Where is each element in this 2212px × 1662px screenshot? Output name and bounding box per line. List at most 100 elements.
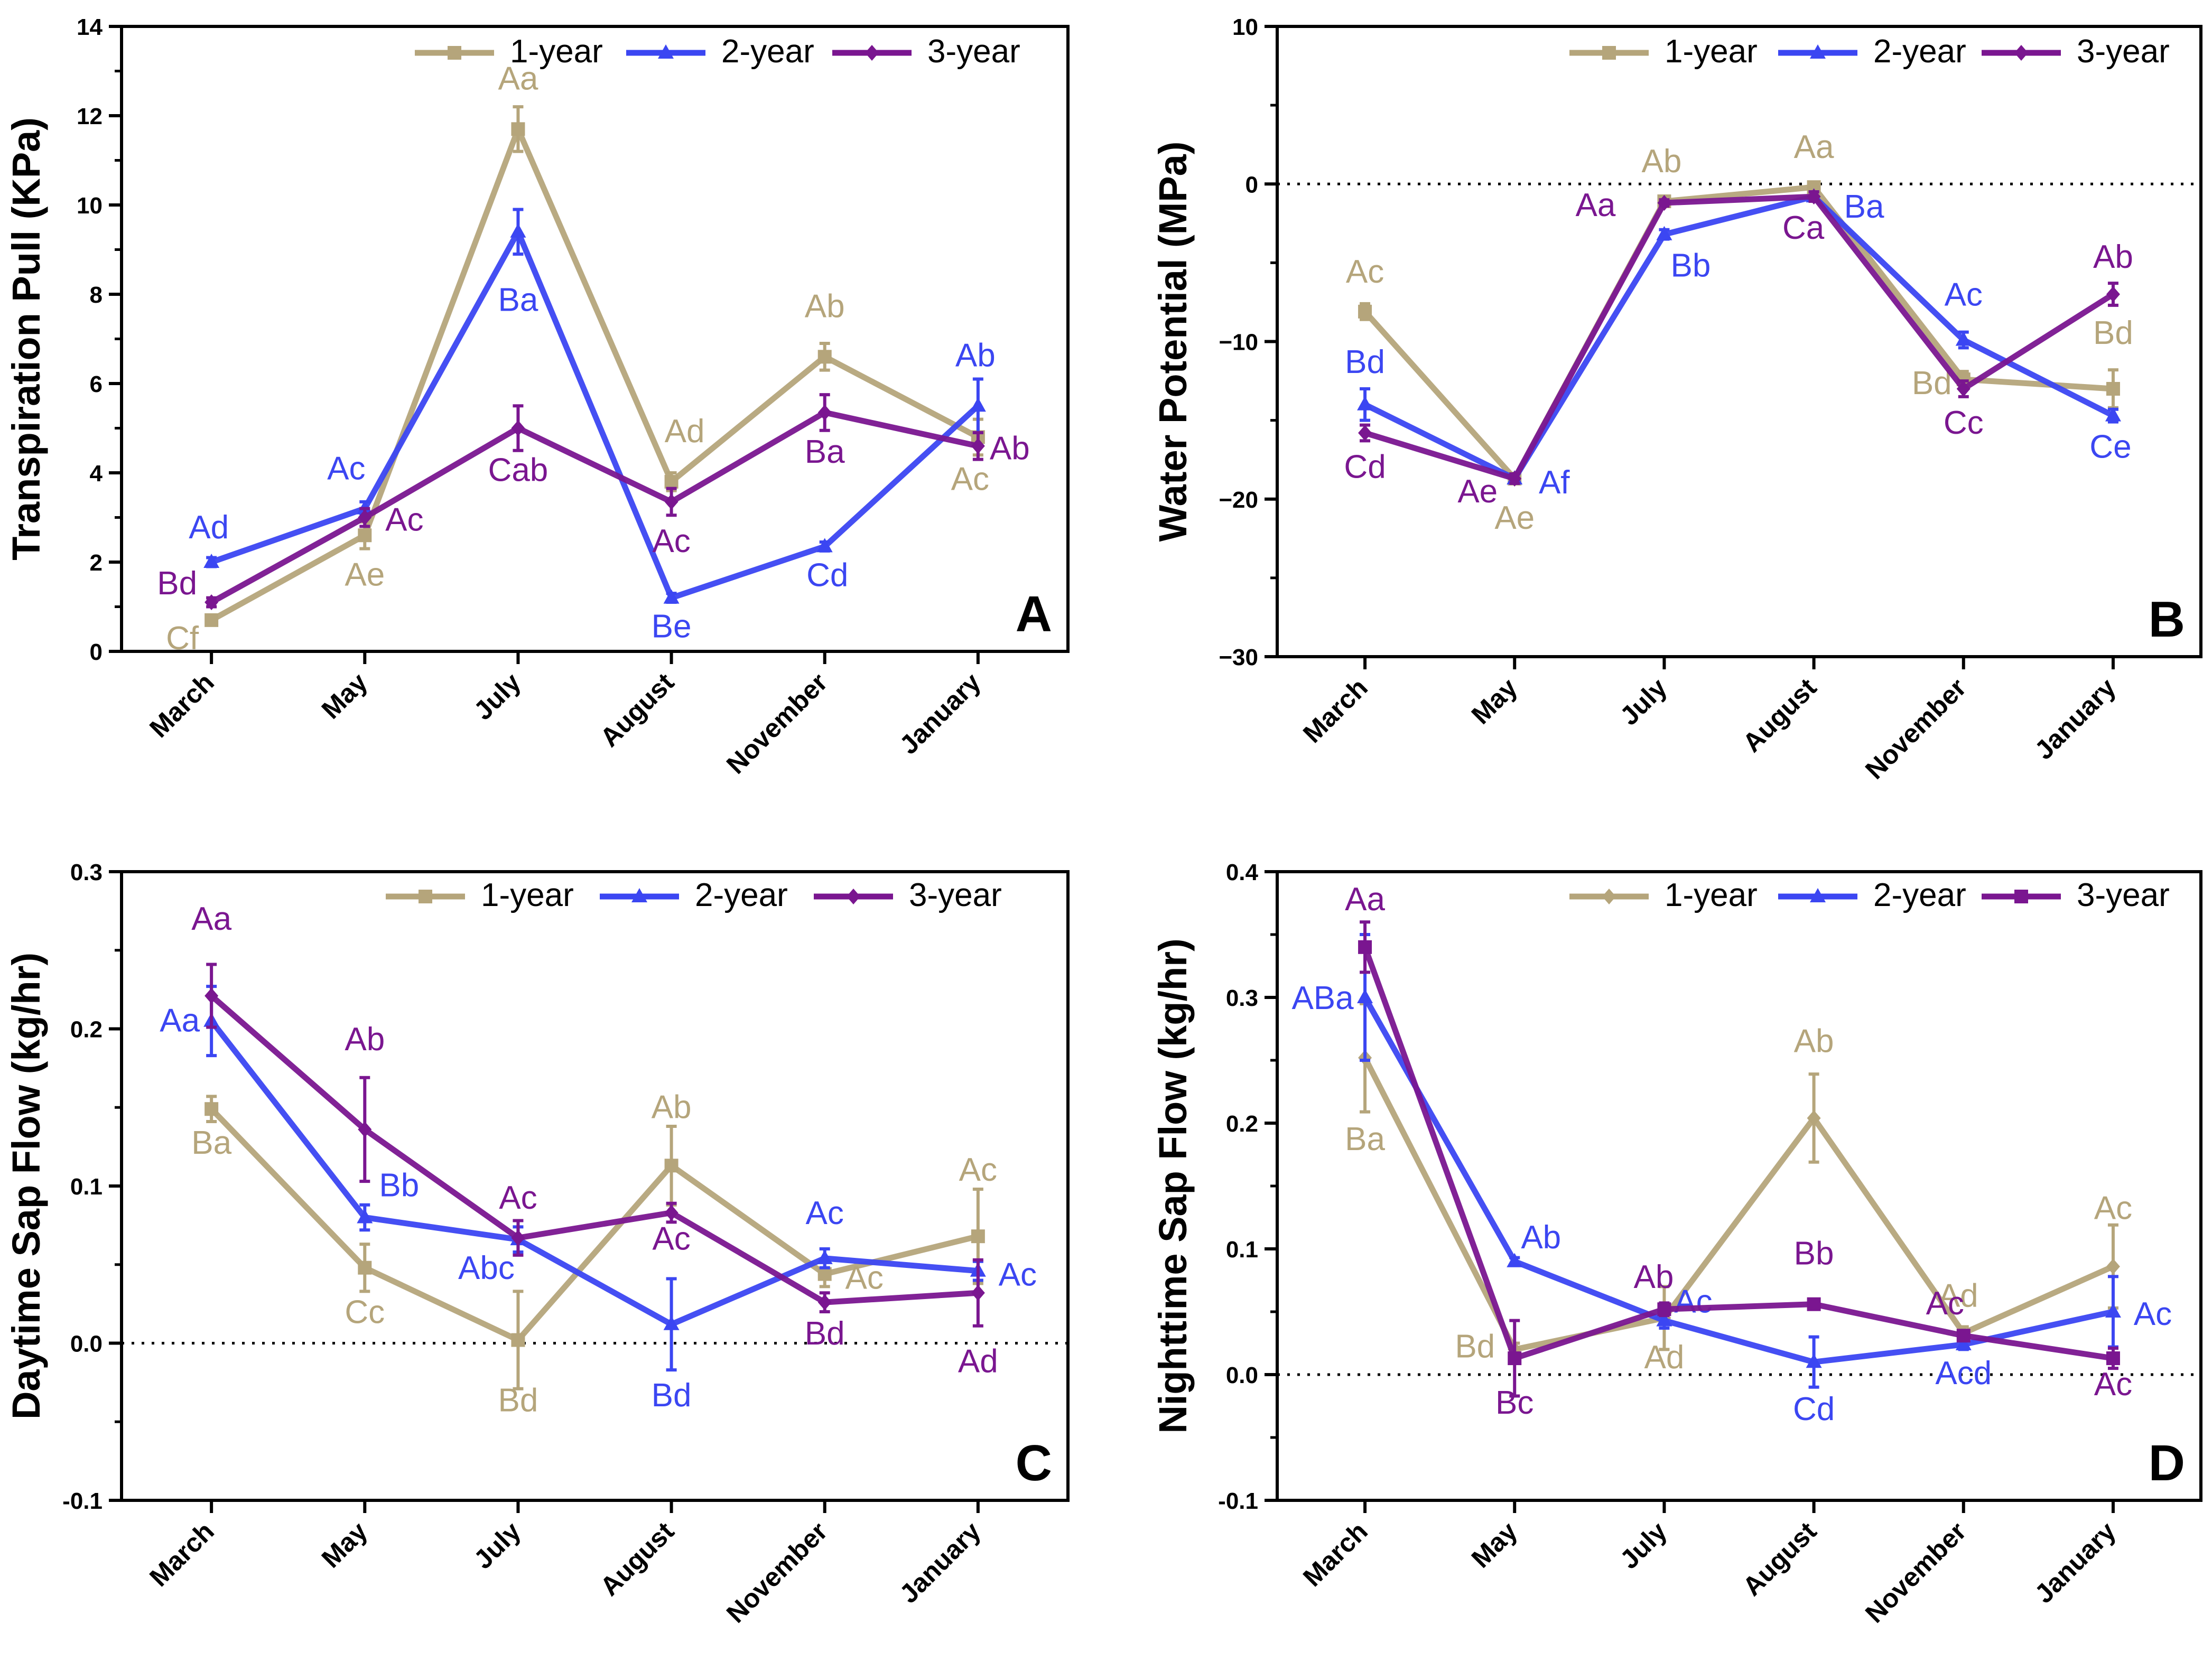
panel-b-point-label-1-year: Aa	[1794, 129, 1834, 165]
panel-c-point-label-3-year: Ac	[499, 1180, 537, 1216]
panel-c-data-point-1-year	[664, 1159, 679, 1173]
panel-d-x-tick-label: July	[1614, 1516, 1672, 1574]
panel-c-point-label-1-year: Ac	[845, 1260, 884, 1296]
panel-b-y-tick-label: −10	[1219, 330, 1258, 356]
panel-d-y-tick-label: 0.2	[1226, 1111, 1258, 1137]
panel-b-x-tick-label: November	[1860, 673, 1972, 785]
panel-c-point-label-2-year: Ac	[806, 1195, 844, 1231]
panel-d-point-label-1-year: Ac	[2094, 1190, 2132, 1226]
panel-d-letter: D	[2149, 1435, 2185, 1491]
panel-d-data-point-1-year	[2106, 1258, 2120, 1275]
panel-d-point-label-1-year: Bd	[1455, 1328, 1495, 1365]
panel-a-point-label-3-year: Ba	[805, 434, 845, 470]
panel-a-data-point-1-year	[664, 474, 679, 489]
panel-a-legend-label-3-year: 3-year	[927, 33, 1020, 70]
panel-c-legend-marker-3-year	[847, 889, 860, 904]
panel-d-data-point-3-year	[1358, 940, 1372, 954]
panel-b-x-tick-label: May	[1466, 673, 1523, 730]
panel-a-point-label-1-year: Ac	[951, 461, 989, 497]
panel-b-data-point-3-year	[1657, 195, 1671, 211]
panel-c-daytime-sap-flow-chart: -0.1 0.0 0.1 0.2 0.3 Daytime Sap Flow (kg/hr)…	[4, 860, 1070, 1629]
panel-d-data-point-2-year	[1955, 1336, 1972, 1350]
panel-a-point-label-2-year: Cd	[806, 557, 848, 593]
panel-d-point-label-2-year: Ac	[2134, 1296, 2172, 1332]
panel-d-point-label-1-year: Ad	[1938, 1277, 1978, 1314]
panel-b-series-line-1-year	[1362, 184, 2114, 482]
panel-a-point-label-1-year: Ad	[665, 413, 705, 450]
panel-d-plot-frame	[1276, 870, 2202, 1502]
panel-c-point-label-1-year: Cc	[345, 1294, 385, 1331]
panel-c-x-tick-label: January	[894, 1516, 986, 1609]
panel-a-series-line-1-year	[210, 126, 980, 623]
panel-c-legend-marker-1-year	[419, 890, 432, 903]
panel-c-point-label-3-year: Ab	[345, 1021, 385, 1058]
panel-b-point-label-1-year: Ac	[1346, 254, 1384, 290]
panel-a-y-tick-label: 12	[77, 104, 103, 129]
panel-b-point-label-3-year: Cd	[1344, 449, 1386, 485]
panel-b-y-tick-label: 0	[1246, 172, 1258, 198]
panel-d-y-tick-label: 0.1	[1226, 1237, 1258, 1263]
panel-d-point-label-2-year: Ab	[1521, 1219, 1561, 1256]
panel-b-y-tick-label: −30	[1219, 645, 1258, 670]
panel-c-x-tick-label: March	[144, 1516, 220, 1592]
panel-a-legend-label-1-year: 1-year	[510, 33, 603, 70]
panel-b-y-tick-label: −20	[1219, 487, 1258, 513]
panel-c-legend-label-3-year: 3-year	[909, 877, 1002, 913]
panel-c-x-tick-label: July	[468, 1516, 526, 1574]
panel-c-y-tick-label: 0.3	[70, 860, 103, 885]
panel-d-point-label-2-year: Cd	[1793, 1391, 1835, 1427]
panel-c-data-point-1-year	[971, 1229, 985, 1244]
panel-b-point-label-2-year: Ba	[1844, 189, 1884, 225]
panel-b-point-label-3-year: Ca	[1782, 210, 1825, 246]
panel-d-series-line-3-year	[1362, 946, 2114, 1361]
panel-a-x-tick-label: March	[144, 667, 220, 743]
panel-c-legend-label-2-year: 2-year	[695, 877, 788, 913]
panel-d-x-tick-label: January	[2029, 1516, 2122, 1609]
panel-c-data-point-2-year	[357, 1209, 373, 1224]
panel-d-y-tick-label: 0.0	[1226, 1362, 1258, 1388]
panel-c-legend-marker-2-year	[631, 888, 647, 902]
panel-a-data-point-2-year	[970, 397, 986, 412]
panel-d-x-tick-label: March	[1297, 1516, 1373, 1592]
panel-c-y-tick-label: 0.2	[70, 1017, 103, 1043]
panel-b-point-label-1-year: Bd	[1912, 365, 1952, 402]
panel-b-data-point-3-year	[2106, 286, 2120, 303]
panel-a-y-tick-label: 2	[90, 550, 103, 576]
panel-a-point-label-2-year: Ac	[327, 451, 365, 487]
panel-a-letter: A	[1016, 586, 1052, 642]
panel-a-data-point-3-year	[205, 594, 219, 611]
panel-a-point-label-1-year: Ae	[345, 556, 385, 593]
panel-a-point-label-3-year: Ac	[652, 523, 690, 559]
panel-a-data-point-2-year	[816, 538, 833, 553]
panel-d-x-tick-label: November	[1860, 1516, 1972, 1629]
panel-b-point-label-3-year: Ab	[2093, 239, 2133, 275]
panel-a-data-point-1-year	[205, 613, 219, 627]
panel-b-y-tick-label: 10	[1232, 14, 1258, 40]
panel-a-legend-label-2-year: 2-year	[721, 33, 814, 70]
panel-c-x-tick-label: August	[594, 1516, 680, 1602]
panel-d-point-label-2-year: Acd	[1935, 1355, 1992, 1392]
panel-d-series-line-1-year	[1362, 1056, 2115, 1352]
panel-b-point-label-2-year: Ce	[2089, 429, 2131, 465]
panel-a-y-tick-label: 10	[77, 193, 103, 219]
panel-c-legend-label-1-year: 1-year	[481, 877, 574, 913]
panel-a-data-point-3-year	[511, 420, 525, 436]
panel-d-y-tick-label: -0.1	[1218, 1488, 1258, 1514]
panel-c-x-tick-label: November	[721, 1516, 833, 1629]
panel-b-data-point-1-year	[1358, 304, 1372, 319]
panel-a-data-point-2-year	[203, 554, 220, 568]
panel-a-y-tick-label: 4	[90, 461, 103, 487]
panel-d-y-tick-label: 0.3	[1226, 985, 1258, 1011]
panel-a-y-tick-label: 6	[90, 371, 103, 397]
panel-c-point-label-3-year: Aa	[191, 901, 231, 937]
panel-c-y-axis-title: Daytime Sap Flow (kg/hr)	[4, 953, 48, 1420]
panel-d-legend-marker-1-year	[1602, 889, 1616, 904]
panel-a-data-point-3-year	[664, 493, 679, 510]
panel-b-data-point-3-year	[1956, 380, 1971, 397]
panel-a-point-label-1-year: Ab	[805, 288, 845, 324]
panel-c-data-point-3-year	[971, 1285, 985, 1301]
panel-b-water-potential-chart: −30 −20 −10 0 10 Water Potential (MPa) March Ma…	[1151, 14, 2202, 785]
panel-d-legend-marker-2-year	[1810, 888, 1826, 902]
panel-b-data-point-2-year	[1955, 331, 1972, 346]
panel-a-legend-marker-2-year	[658, 44, 674, 59]
